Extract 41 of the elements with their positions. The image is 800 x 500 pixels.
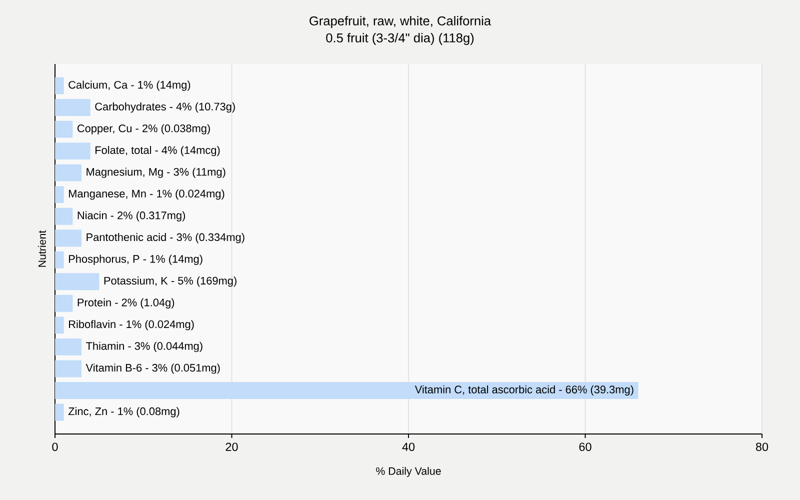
bar [55,99,90,116]
bar [55,294,73,312]
chart-subtitle: 0.5 fruit (3-3/4" dia) (118g) [326,33,474,45]
bar [55,338,82,356]
annotation: Zinc, Zn - 1% (0.08mg) [68,407,180,418]
annotation: Calcium, Ca - 1% (14mg) [68,80,190,91]
annotation: Phosphorus, P - 1% (14mg) [69,254,202,265]
bar [55,251,64,268]
annotation: Vitamin B-6 - 3% (0.051mg) [86,364,220,374]
annotation: Manganese, Mn - 1% (0.024mg) [69,189,224,200]
bar [55,77,64,94]
bar [55,360,82,378]
annotation: Protein - 2% (1.04g) [78,298,174,309]
bar [55,186,64,204]
bar [55,404,64,421]
annotation: Riboflavin - 1% (0.024mg) [69,320,194,330]
chart-title: Grapefruit, raw, white, California [310,16,492,28]
annotation: Carbohydrates - 4% (10.73g) [95,102,235,113]
x-tick-label: 60 [579,442,592,452]
y-axis-title: Nutrient [38,230,46,267]
annotation: Pantothenic acid - 3% (0.334mg) [86,233,244,244]
bar [55,273,100,290]
bar [55,142,90,160]
annotation: Thiamin - 3% (0.044mg) [86,342,202,352]
x-tick-label: 20 [226,442,238,452]
x-tick-label: 80 [756,442,768,452]
bar [55,230,82,247]
bar [55,164,82,182]
x-axis-title: % Daily Value [376,467,441,477]
x-tick-label: 0 [52,442,58,452]
annotation: Copper, Cu - 2% (0.038mg) [78,124,210,134]
annotation: Folate, total - 4% (14mcg) [96,146,220,156]
annotation: Vitamin C, total ascorbic acid - 66% (39.3mg) [414,385,634,396]
bar [55,120,73,138]
bar [55,382,638,399]
annotation: Potassium, K - 5% (169mg) [104,276,236,287]
bar [55,316,64,334]
annotation: Niacin - 2% (0.317mg) [78,211,186,222]
x-tick-label: 40 [402,442,415,452]
annotation: Magnesium, Mg - 3% (11mg) [86,168,226,178]
bar [55,208,73,225]
